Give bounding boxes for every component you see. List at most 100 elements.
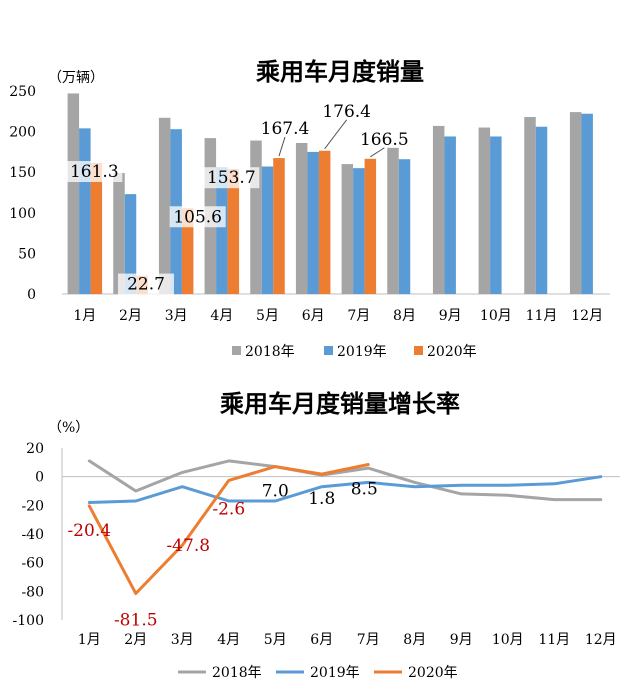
line-chart-x-tick-0: 1月 [78, 632, 101, 648]
bar-chart-y-ticks: 0 50 100 150 200 250 [9, 84, 36, 303]
bar-2019年-6月 [307, 151, 319, 294]
line-chart-y-unit: （%） [48, 420, 89, 436]
bar-data-label-5: 176.4 [322, 102, 371, 122]
bar-chart: 乘用车月度销量 （万辆） 0 50 100 150 200 250 1月 2月 3月 4月 5月 6… [9, 57, 610, 360]
line-chart-x-tick-4: 5月 [264, 632, 287, 648]
bar-chart-x-tick-0: 1月 [73, 308, 96, 324]
line-chart-x-tick-9: 10月 [492, 632, 524, 648]
bar-2019年-7月 [353, 168, 365, 294]
bar-2018年-9月 [432, 125, 445, 294]
line-chart-x-tick-2: 3月 [171, 632, 194, 648]
bar-legend-label-0: 2018年 [245, 344, 295, 360]
bar-2018年-8月 [387, 147, 399, 294]
line-chart-axes [61, 448, 620, 620]
line-chart-data-labels: -20.4 -81.5 -47.8-2.6 7.0 1.8 8.5 [67, 479, 377, 630]
line-chart-x-tick-1: 2月 [124, 632, 147, 648]
bar-2018年-3月 [158, 117, 171, 295]
bar-data-label-bg-0 [66, 161, 123, 183]
bar-2020年-6月 [318, 150, 331, 294]
bar-2019年-1月 [79, 128, 91, 294]
bar-2019年-4月 [216, 167, 228, 294]
line-series-2019年 [87, 475, 603, 504]
bar-chart-y-unit: （万辆） [48, 70, 104, 86]
bar-legend-swatch-1 [324, 346, 333, 355]
bar-2019年-8月 [398, 159, 411, 294]
line-chart-x-tick-10: 11月 [538, 632, 570, 648]
bar-chart-x-tick-2: 3月 [165, 308, 188, 324]
line-chart-x-tick-11: 12月 [585, 632, 617, 648]
bar-data-label-1: 22.7 [127, 275, 165, 295]
line-data-label-4: 7.0 [262, 482, 289, 502]
bar-chart-x-tick-7: 8月 [393, 308, 416, 324]
bar-chart-x-tick-6: 7月 [347, 308, 370, 324]
bar-chart-y-tick-4: 200 [9, 125, 36, 141]
bar-chart-legend: 2018年 2019年 2020年 [232, 344, 477, 360]
bar-legend-label-1: 2019年 [337, 344, 387, 360]
line-chart-title: 乘用车月度销量增长率 [219, 389, 460, 418]
line-data-label-5: 1.8 [308, 489, 335, 509]
bar-2018年-5月 [250, 140, 262, 294]
bar-data-label-bg-1 [118, 273, 174, 295]
line-legend-label-2: 2020年 [408, 665, 458, 681]
line-legend-label-1: 2019年 [310, 665, 360, 681]
bar-data-label-4: 167.4 [261, 119, 310, 139]
line-data-label-2: -47.8 [166, 536, 210, 556]
bar-2018年-2月 [113, 173, 125, 294]
bar-legend-swatch-2 [414, 346, 423, 355]
line-chart-x-tick-6: 7月 [357, 632, 380, 648]
bar-2018年-12月 [569, 112, 582, 294]
bar-chart-x-tick-9: 10月 [480, 308, 512, 324]
bar-2019年-2月 [124, 194, 137, 294]
bar-data-label-bg-2 [169, 206, 226, 228]
bar-data-label-2: 105.6 [173, 207, 222, 227]
bar-data-label-6: 166.5 [360, 130, 409, 150]
line-series-2020年 [87, 463, 370, 595]
line-chart-y-tick-0: 20 [26, 441, 44, 457]
line-chart-x-ticks: 1月 2月 3月 4月 5月 6月 7月 8月 9月 10月 11月 12月 [78, 632, 617, 648]
line-series-2018年 [87, 459, 603, 502]
line-chart-y-ticks: 20 0 -20 -40 -60 -80 -100 [13, 441, 44, 629]
bar-chart-y-tick-5: 250 [9, 84, 36, 100]
bar-chart-x-tick-4: 5月 [256, 308, 279, 324]
bar-chart-y-tick-2: 100 [9, 206, 36, 222]
line-chart-x-tick-3: 4月 [217, 632, 240, 648]
bar-2020年-3月 [181, 208, 194, 294]
bar-chart-x-tick-8: 9月 [439, 308, 462, 324]
line-chart-y-tick-5: -80 [21, 584, 44, 600]
bar-chart-x-tick-10: 11月 [526, 308, 558, 324]
line-data-label-0: -20.4 [67, 521, 111, 541]
line-legend-label-0: 2018年 [212, 665, 262, 681]
bar-2019年-11月 [535, 126, 548, 294]
line-chart-x-tick-7: 8月 [403, 632, 426, 648]
line-chart-y-tick-6: -100 [13, 613, 44, 629]
bar-2018年-10月 [478, 127, 491, 294]
bar-legend-swatch-0 [232, 346, 241, 355]
line-chart: 乘用车月度销量增长率 （%） 20 0 -20 -40 -60 -80 -100 1月 2月 3… [13, 389, 620, 681]
line-data-label-1: -81.5 [114, 610, 158, 630]
bar-chart-x-tick-5: 6月 [302, 308, 325, 324]
bar-chart-title: 乘用车月度销量 [255, 57, 424, 86]
bar-2019年-12月 [581, 113, 593, 295]
bar-2018年-7月 [341, 164, 354, 294]
bar-data-label-leader-5 [324, 119, 348, 150]
bar-data-label-leader-6 [370, 147, 385, 158]
bar-2020年-7月 [364, 158, 377, 294]
line-data-label-3: -2.6 [212, 499, 245, 519]
bar-chart-y-tick-3: 150 [9, 165, 36, 181]
bar-data-label-bg-3 [203, 167, 260, 189]
bar-2019年-9月 [444, 136, 456, 294]
line-chart-y-tick-1: 0 [35, 470, 44, 486]
line-chart-legend: 2018年 2019年 2020年 [178, 665, 458, 681]
bar-legend-label-2: 2020年 [427, 344, 477, 360]
line-chart-y-tick-2: -20 [21, 498, 44, 514]
line-chart-lines [87, 459, 603, 595]
line-chart-y-tick-4: -60 [21, 556, 44, 572]
bar-2020年-1月 [90, 163, 103, 294]
bar-chart-x-tick-11: 12月 [571, 308, 603, 324]
bar-data-label-0: 161.3 [70, 162, 119, 182]
bar-chart-bars [67, 93, 593, 295]
bar-2018年-1月 [67, 93, 80, 294]
line-data-label-6: 8.5 [351, 479, 378, 499]
bar-chart-x-tick-3: 4月 [210, 308, 233, 324]
